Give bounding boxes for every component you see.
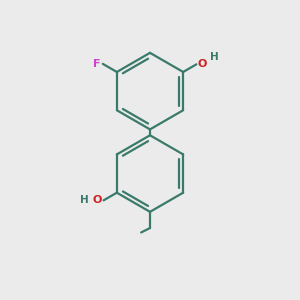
Text: O: O bbox=[198, 59, 207, 69]
Text: O: O bbox=[93, 195, 102, 205]
Text: H: H bbox=[80, 195, 89, 205]
Text: F: F bbox=[93, 59, 100, 69]
Text: H: H bbox=[210, 52, 219, 62]
